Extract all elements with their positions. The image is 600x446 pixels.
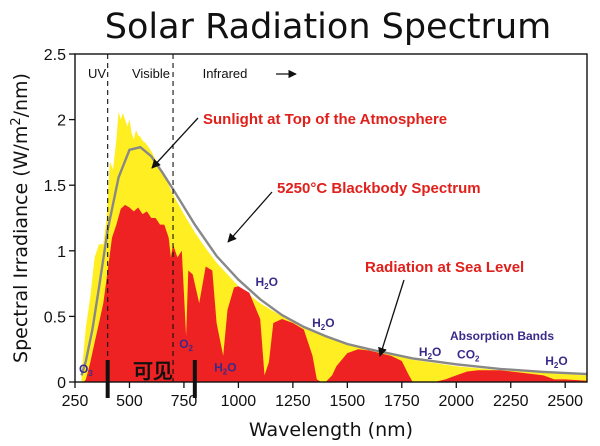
absorption-label-o3: O3	[79, 362, 93, 378]
x-axis-label: Wavelength (nm)	[249, 419, 413, 441]
absorption-label-h2o: H2O	[255, 275, 277, 291]
absorption-label-co2: CO2	[457, 347, 480, 363]
annotation-top-of-atmosphere: Sunlight at Top of the Atmosphere	[203, 111, 447, 128]
absorption-label-h2o: H2O	[312, 316, 334, 332]
x-tick-label: 1750	[384, 393, 420, 410]
visible-marker-text: 可见	[133, 359, 173, 383]
x-tick-label: 2500	[547, 393, 583, 410]
y-axis-label: Spectral Irradiance (W/m2/nm)	[9, 73, 32, 363]
x-tick-label: 250	[62, 393, 89, 410]
annotation-arrow-blackbody	[227, 191, 273, 243]
region-label-infrared: Infrared	[203, 66, 248, 81]
x-axis-ticks: 250 500 750 1000 1250 1500 1750 2000 2250 2500	[62, 382, 583, 410]
x-tick-label: 1500	[330, 393, 366, 410]
region-label-uv: UV	[88, 66, 106, 81]
y-tick-label: 2	[57, 113, 66, 130]
visible-marker-lines	[105, 360, 197, 398]
y-tick-label: 2.5	[44, 47, 66, 64]
area-sea-level	[83, 204, 587, 382]
absorption-labels: O3 O2 H2O H2O H2O H2O CO2 H2O	[79, 275, 568, 378]
x-tick-label: 750	[171, 393, 198, 410]
region-labels: UV Visible Infrared	[88, 66, 297, 81]
plot-frame	[74, 53, 588, 383]
y-tick-label: 1.5	[44, 178, 66, 195]
annotation-absorption-bands: Absorption Bands	[450, 329, 554, 343]
absorption-label-h2o: H2O	[545, 354, 567, 370]
x-tick-label: 500	[116, 393, 143, 410]
y-tick-label: 1	[57, 244, 66, 261]
y-axis-ticks: 0 0.5 1 1.5 2 2.5	[44, 47, 75, 392]
annotation-sea-level: Radiation at Sea Level	[365, 259, 524, 276]
y-tick-label: 0.5	[44, 309, 66, 326]
region-label-visible: Visible	[132, 66, 170, 81]
spectrum-areas	[81, 111, 587, 382]
region-dividers	[107, 54, 174, 382]
x-tick-label: 2250	[493, 393, 529, 410]
annotation-arrow-top-of-atmosphere	[151, 117, 199, 169]
x-tick-label: 2000	[438, 393, 474, 410]
x-tick-label: 1000	[221, 393, 257, 410]
annotation-arrow-sea-level	[378, 279, 405, 357]
x-tick-label: 1250	[275, 393, 311, 410]
chart-title: Solar Radiation Spectrum	[105, 7, 551, 47]
annotation-blackbody: 5250°C Blackbody Spectrum	[277, 180, 481, 197]
absorption-label-h2o: H2O	[419, 345, 441, 361]
absorption-label-h2o: H2O	[214, 361, 236, 377]
y-tick-label: 0	[57, 375, 66, 392]
absorption-label-o2: O2	[179, 337, 193, 353]
